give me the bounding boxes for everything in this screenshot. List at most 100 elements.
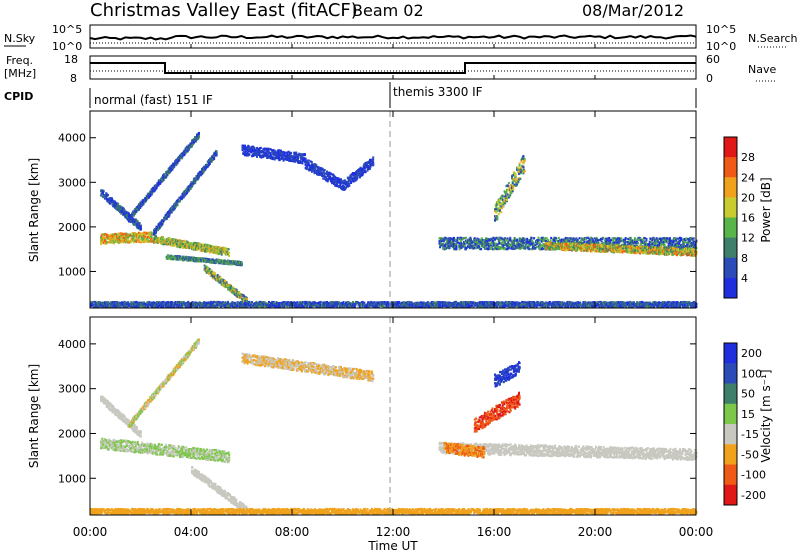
heatmap-cell [216, 247, 219, 250]
heatmap-cell [339, 180, 342, 183]
heatmap-cell [190, 242, 193, 245]
heatmap-cell [114, 200, 116, 203]
heatmap-cell [183, 153, 186, 157]
heatmap-cell [448, 247, 451, 250]
heatmap-cell [595, 236, 598, 239]
heatmap-cell [500, 243, 503, 246]
heatmap-cell [494, 245, 497, 248]
heatmap-cell [128, 241, 131, 244]
heatmap-cell [311, 165, 314, 168]
heatmap-cell [493, 248, 496, 251]
heatmap-cell [644, 237, 647, 240]
heatmap-cell [545, 240, 548, 243]
nave-label: Nave [748, 63, 776, 76]
heatmap-cell [463, 240, 466, 244]
heatmap-cell [173, 208, 176, 211]
heatmap-cell [168, 168, 171, 171]
heatmap-cell [187, 242, 190, 245]
heatmap-cell [353, 172, 356, 175]
heatmap-cell [162, 243, 165, 246]
heatmap-cell [146, 193, 149, 196]
heatmap-cell [300, 154, 303, 157]
heatmap-cell [472, 245, 475, 248]
heatmap-cell [244, 154, 246, 157]
heatmap-cell [518, 243, 520, 246]
heatmap-cell [209, 251, 212, 254]
heatmap-cell [621, 239, 624, 242]
heatmap-cell [174, 205, 177, 209]
freq-right-tick-top: 60 [706, 53, 720, 66]
heatmap-cell [177, 239, 180, 242]
heatmap-cell [135, 240, 138, 243]
heatmap-cell [282, 159, 285, 162]
heatmap-cell [185, 246, 188, 249]
heatmap-cell [126, 213, 128, 216]
heatmap-cell [180, 157, 183, 160]
heatmap-cell [343, 179, 346, 182]
heatmap-cell [126, 214, 128, 218]
heatmap-cell [223, 285, 226, 288]
heatmap-cell [332, 173, 335, 176]
heatmap-cell [323, 172, 326, 175]
heatmap-cell [303, 157, 306, 160]
cpid-mode-2: themis 3300 IF [393, 85, 483, 99]
heatmap-cell [297, 160, 300, 163]
heatmap-cell [323, 174, 326, 177]
beam-label: Beam 02 [352, 1, 424, 20]
heatmap-cell [530, 240, 532, 243]
heatmap-cell [642, 239, 645, 242]
heatmap-cell [120, 240, 123, 244]
heatmap-cell [675, 240, 678, 243]
heatmap-cell [608, 237, 611, 240]
heatmap-cell [593, 237, 596, 240]
heatmap-cell [203, 246, 206, 249]
heatmap-cell [440, 242, 443, 245]
heatmap-cell [149, 239, 152, 242]
heatmap-cell [300, 157, 303, 160]
heatmap-cell [639, 239, 642, 242]
heatmap-cell [443, 248, 446, 251]
heatmap-cell [478, 245, 481, 248]
heatmap-cell [366, 169, 369, 172]
heatmap-cell [114, 232, 117, 236]
heatmap-cell [222, 283, 225, 286]
heatmap-cell [471, 247, 474, 250]
heatmap-cell [568, 237, 571, 240]
heatmap-cell [655, 237, 658, 240]
heatmap-cell [276, 150, 279, 153]
heatmap-cell [587, 239, 590, 242]
heatmap-cell [509, 238, 512, 241]
heatmap-cell [101, 193, 104, 196]
heatmap-cell [599, 239, 602, 242]
heatmap-cell [197, 137, 200, 140]
heatmap-cell [673, 244, 676, 247]
heatmap-cell [240, 296, 243, 299]
heatmap-cell [312, 166, 315, 170]
heatmap-cell [191, 181, 193, 184]
heatmap-cell [343, 181, 346, 184]
heatmap-cell [354, 178, 357, 181]
heatmap-cell [261, 154, 264, 157]
noise-panel: N.Sky 10^5 10^0 10^5 10^0 N.Search [4, 23, 798, 53]
heatmap-cell [356, 176, 359, 179]
heatmap-cell [684, 245, 687, 248]
power-heatmap [90, 131, 698, 309]
heatmap-cell [271, 156, 274, 159]
heatmap-cell [242, 294, 245, 297]
heatmap-cell [264, 148, 267, 151]
heatmap-cell [458, 246, 461, 249]
heatmap-cell [306, 160, 309, 163]
heatmap-cell [247, 154, 250, 157]
heatmap-cell [456, 239, 459, 242]
heatmap-cell [312, 163, 315, 166]
heatmap-cell [158, 240, 161, 243]
heatmap-cell [175, 203, 178, 207]
heatmap-cell [208, 162, 211, 165]
heatmap-cell [145, 198, 148, 201]
heatmap-cell [512, 240, 515, 243]
heatmap-cell [608, 239, 611, 242]
heatmap-cell [177, 200, 180, 203]
heatmap-cell [358, 168, 361, 171]
heatmap-cell [152, 240, 155, 243]
